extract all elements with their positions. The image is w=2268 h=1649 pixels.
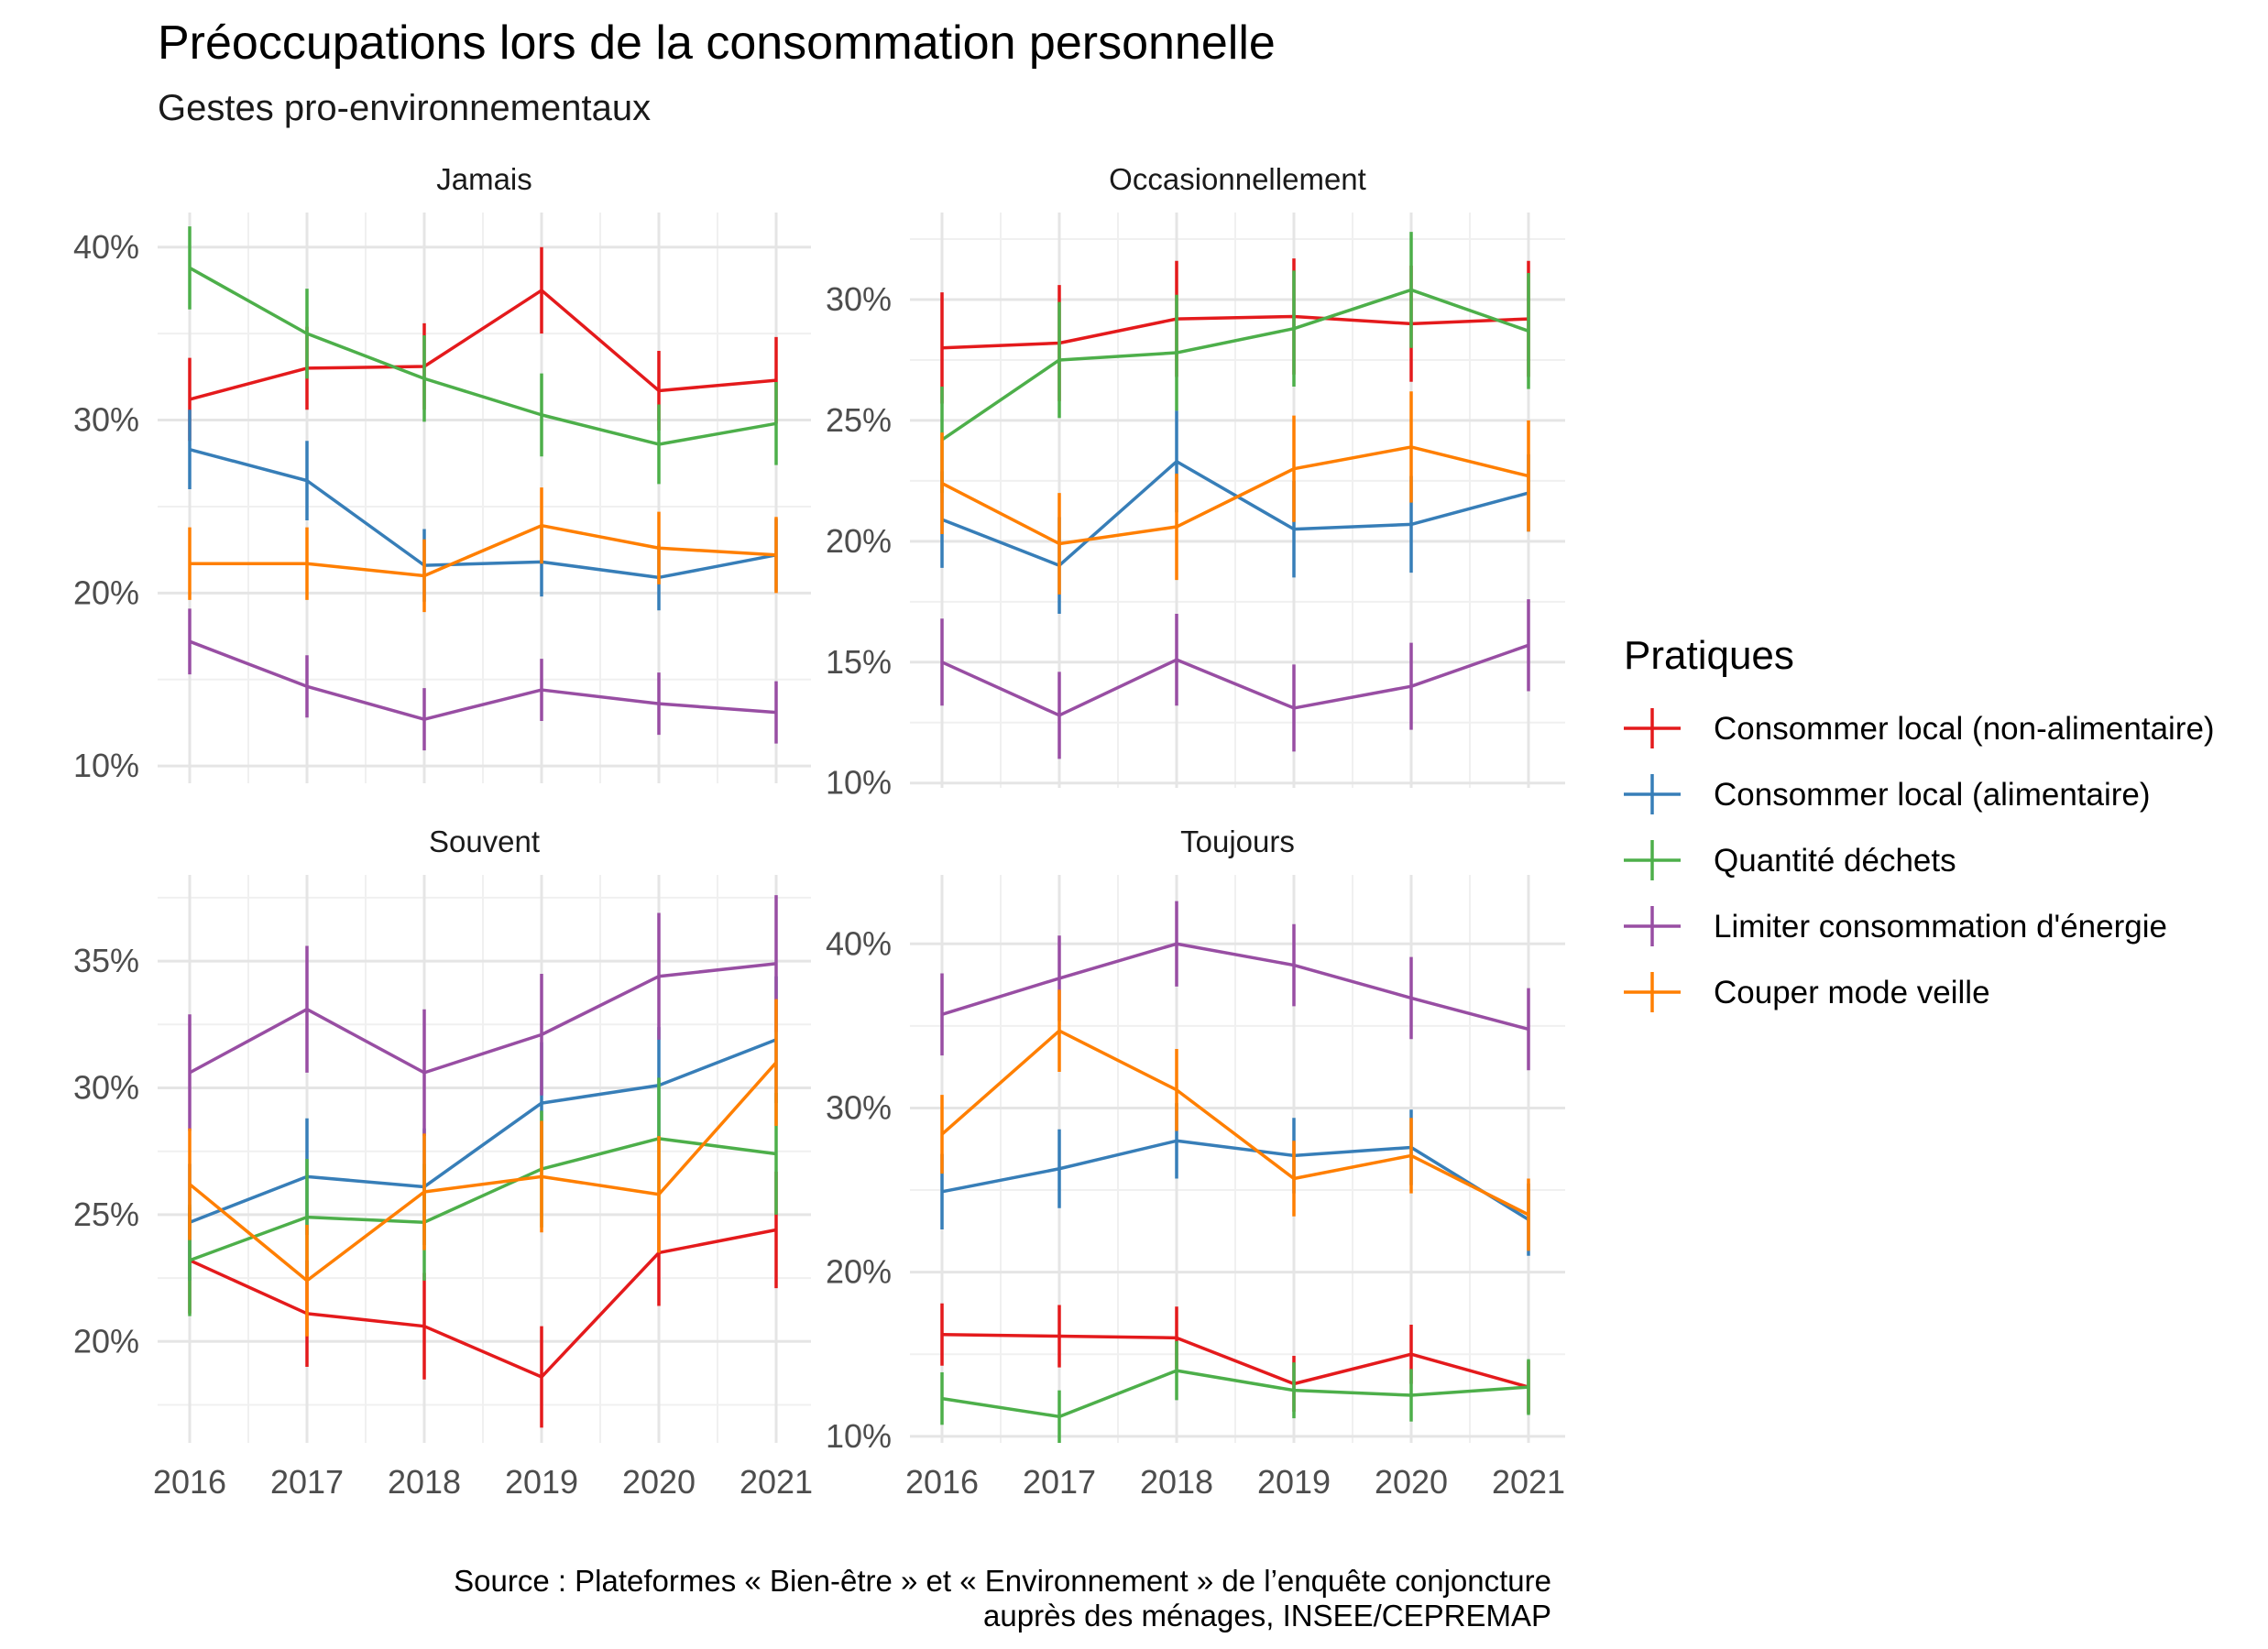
series-line (189, 962, 777, 1075)
chart-title: Préoccupations lors de la consommation p… (158, 16, 1276, 70)
panel-souvent: Souvent 20% 25% 30% 35% 2016 2017 2018 2019 2020 2… (73, 824, 813, 1501)
legend-items: Consommer local (non-alimentaire) Consomm… (1624, 708, 2215, 1012)
series-quantite-dechets (188, 226, 778, 485)
legend-label: Couper mode veille (1714, 975, 1990, 1010)
y-tick-label: 20% (826, 1253, 892, 1291)
y-tick-label: 20% (826, 522, 892, 560)
series-line (941, 643, 1529, 717)
panel-jamais: Jamais 10% 20% 30% 40% (73, 162, 811, 784)
y-tick-label: 20% (73, 573, 139, 611)
y-tick-label: 10% (826, 1417, 892, 1455)
legend-item-limiter-consommation-d-energie: Limiter consommation d'énergie (1624, 906, 2167, 946)
panel-title: Toujours (1180, 824, 1295, 858)
y-tick-label: 30% (826, 280, 892, 318)
caption-line-1: Source : Plateformes « Bien-être » et « … (454, 1564, 1551, 1598)
legend-label: Consommer local (alimentaire) (1714, 777, 2151, 813)
series-line (941, 288, 1529, 442)
x-tick-label: 2019 (505, 1463, 578, 1501)
series-line (941, 460, 1529, 567)
y-tick-label: 40% (826, 924, 892, 962)
legend-title: Pratiques (1624, 633, 1794, 678)
series-line (189, 1137, 777, 1262)
x-tick-label: 2019 (1257, 1463, 1331, 1501)
y-tick-label: 30% (73, 1069, 139, 1107)
panel-toujours: Toujours 10% 20% 30% 40% 2016 2017 2018 2019 2020… (826, 824, 1565, 1501)
series-limiter-consommation-d-energie (940, 599, 1530, 759)
y-tick-label: 10% (73, 747, 139, 784)
caption-line-2: auprès des ménages, INSEE/CEPREMAP (983, 1599, 1551, 1633)
series-limiter-consommation-d-energie (188, 608, 778, 751)
x-tick-label: 2018 (1140, 1463, 1213, 1501)
y-tick-label: 30% (826, 1088, 892, 1126)
series-line (941, 1139, 1529, 1221)
x-tick-label: 2020 (1375, 1463, 1448, 1501)
legend: Pratiques Consommer local (non-alimentai… (1624, 633, 2215, 1012)
legend-item-consommer-local-non-alimentaire: Consommer local (non-alimentaire) (1624, 708, 2215, 748)
series-couper-mode-veille (940, 989, 1530, 1251)
series-line (941, 1369, 1529, 1419)
series-couper-mode-veille (188, 999, 778, 1337)
x-tick-label: 2020 (622, 1463, 696, 1501)
chart-subtitle: Gestes pro-environnementaux (158, 88, 651, 128)
facet-panels: Jamais 10% 20% 30% 40% Occasionnellement 10% 15… (73, 162, 1565, 1501)
panel-title: Souvent (429, 824, 540, 858)
panel-title: Occasionnellement (1109, 162, 1366, 196)
y-tick-label: 15% (826, 643, 892, 681)
series-line (189, 447, 777, 580)
series-line (188, 1061, 778, 1283)
series-line (190, 523, 777, 578)
legend-item-consommer-local-alimentaire: Consommer local (alimentaire) (1624, 774, 2151, 814)
series-couper-mode-veille (188, 487, 778, 613)
series-line (941, 942, 1529, 1032)
y-tick-label: 30% (73, 401, 139, 439)
legend-label: Limiter consommation d'énergie (1714, 909, 2167, 945)
x-tick-label: 2017 (270, 1463, 344, 1501)
legend-label: Quantité déchets (1714, 843, 1956, 879)
y-tick-label: 20% (73, 1322, 139, 1360)
y-tick-label: 25% (73, 1196, 139, 1233)
series-line (189, 266, 777, 446)
y-tick-label: 25% (826, 401, 892, 439)
legend-item-couper-mode-veille: Couper mode veille (1624, 972, 1990, 1012)
legend-item-quantite-dechets: Quantité déchets (1624, 840, 1956, 880)
x-tick-label: 2016 (153, 1463, 226, 1501)
series-line (941, 445, 1529, 546)
legend-label: Consommer local (non-alimentaire) (1714, 711, 2215, 747)
x-tick-label: 2021 (1492, 1463, 1565, 1501)
series-limiter-consommation-d-energie (188, 895, 778, 1137)
panel-title: Jamais (436, 162, 532, 196)
series-limiter-consommation-d-energie (940, 901, 1530, 1071)
y-tick-label: 40% (73, 228, 139, 266)
series-line (941, 314, 1529, 350)
series-line (189, 639, 777, 721)
series-line (189, 1038, 777, 1224)
x-tick-label: 2021 (740, 1463, 813, 1501)
series-line (189, 289, 777, 401)
series-line (940, 1029, 1529, 1217)
series-quantite-dechets (940, 1340, 1530, 1443)
x-tick-label: 2016 (905, 1463, 979, 1501)
panel-occasionnellement: Occasionnellement 10% 15% 20% 25% 30% (826, 162, 1565, 802)
series-line (189, 1228, 777, 1379)
x-tick-label: 2017 (1023, 1463, 1096, 1501)
series-line (941, 1332, 1529, 1389)
y-tick-label: 10% (826, 764, 892, 802)
series-couper-mode-veille (940, 391, 1530, 595)
x-tick-label: 2018 (388, 1463, 461, 1501)
y-tick-label: 35% (73, 942, 139, 979)
